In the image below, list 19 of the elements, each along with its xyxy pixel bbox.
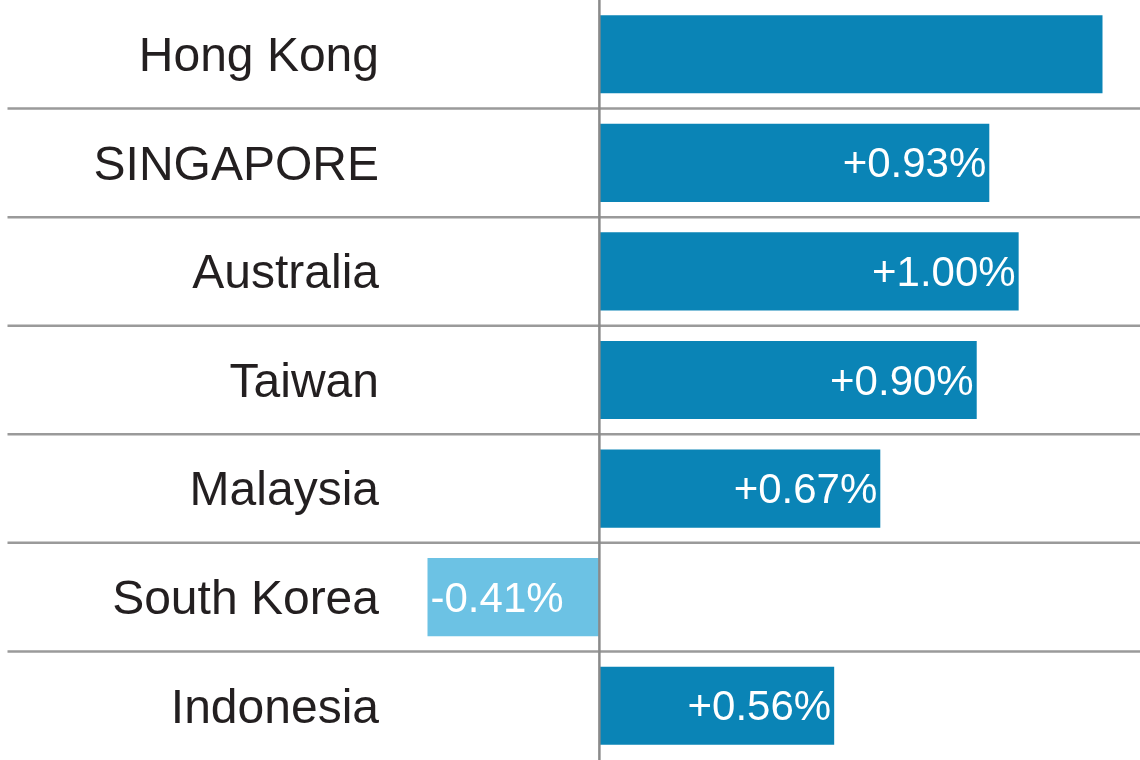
data-label: +0.67% [733,465,878,513]
data-label: +0.90% [830,356,974,404]
y-tick-label: Australia [192,245,380,299]
bar [599,666,835,745]
y-tick-label: Indonesia [170,679,380,733]
y-tick-label: South Korea [112,570,380,624]
y-tick-label: Hong Kong [138,28,379,82]
bar [599,449,881,528]
data-label: +0.93% [842,139,987,187]
y-tick-label: Malaysia [189,462,380,516]
data-label: +0.56% [687,682,832,730]
y-tick-label: SINGAPORE [93,136,379,190]
bar [599,232,1019,311]
bar [599,340,977,420]
data-label: -0.41% [430,573,564,621]
data-label: +1.00% [872,247,1016,295]
bar [599,15,1103,94]
y-tick-label: Taiwan [229,353,379,407]
bar [599,123,990,202]
